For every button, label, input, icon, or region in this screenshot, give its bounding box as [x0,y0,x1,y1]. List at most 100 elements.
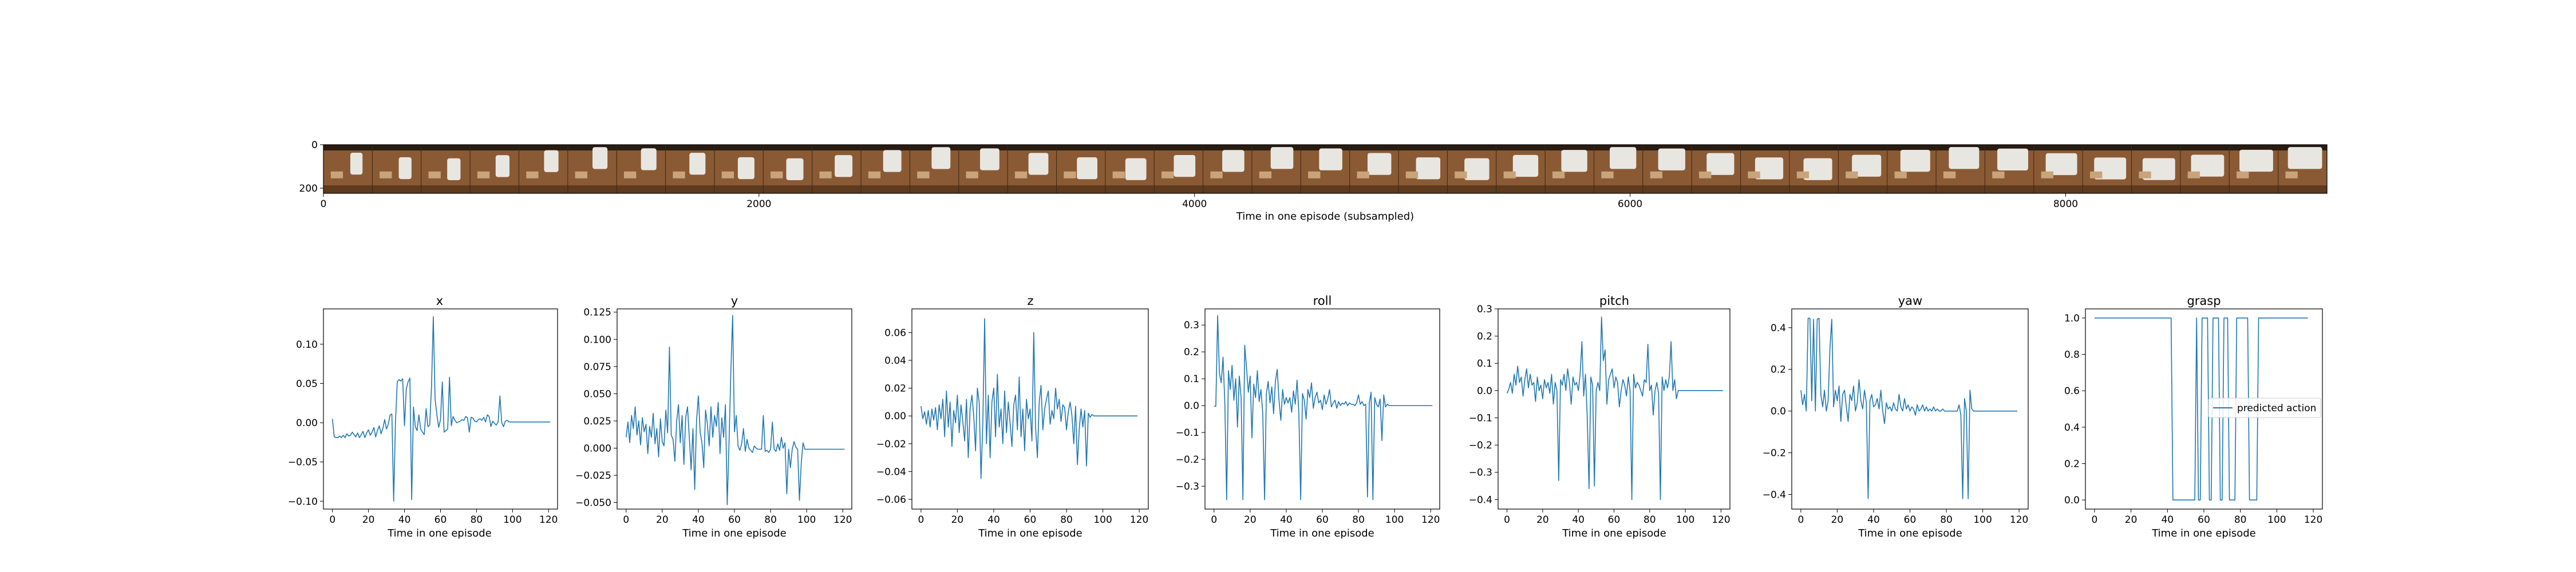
frame-gripper [2045,153,2077,176]
frame-top-shadow [2083,145,2132,150]
frame-top-shadow [1154,145,1203,150]
frame-object [477,171,490,178]
x-tick-label: 100 [1973,514,1992,526]
frame-table-edge [2083,185,2132,193]
series-line [625,315,845,506]
frame-table-edge [1985,185,2034,193]
axes-frame [1791,308,2029,510]
frame-object [2187,171,2200,178]
frame-gripper [931,147,951,169]
strip-frame [1300,145,1350,193]
frame-object [1894,171,1907,178]
panel-xlabel: Time in one episode [2151,527,2256,539]
frame-background [567,145,617,193]
x-tick-label: 80 [1352,514,1365,526]
frame-object [1699,171,1712,178]
y-tick-label: −0.2 [1176,454,1199,466]
x-tick-label: 80 [1060,514,1073,526]
strip-frame [1642,145,1692,193]
strip-frame [1203,145,1252,193]
x-tick-label: 20 [656,514,669,526]
frame-top-shadow [2033,145,2083,150]
strip-frame [812,145,862,193]
x-ticks: 0 20 40 60 80 100 120 [329,509,558,526]
frame-table-edge [1056,185,1105,193]
frame-gripper [835,155,853,177]
frame-table-edge [2180,185,2230,193]
strip-frame [909,145,959,193]
frame-table-edge [470,185,519,193]
y-tick-label: −0.05 [288,457,318,468]
strip-frame [616,145,666,193]
frame-top-shadow [1740,145,1789,150]
x-tick-label: 20 [951,514,964,526]
x-ticks: 0 20 40 60 80 100 120 [1211,509,1440,526]
x-tick-label: 80 [2234,514,2247,526]
strip-frame [518,145,568,193]
y-tick-label: 0.00 [884,411,906,422]
frame-table-edge [1301,185,1350,193]
frame-gripper [398,157,412,180]
x-tick-label: 20 [1244,514,1257,526]
y-ticks: 0.0 0.2 0.4 0.6 0.8 1.0 [2064,313,2085,506]
y-tick-label: 0.3 [1184,320,1199,331]
x-tick-label: 0 [329,514,335,526]
strip-frame [469,145,519,193]
y-tick-label: 0.1 [1184,374,1199,385]
y-tick-label: 0.025 [583,416,611,427]
strip-frame [1740,145,1789,193]
frame-gripper [1803,158,1832,180]
frame-background [470,145,519,193]
frame-top-shadow [812,145,862,150]
plot-area [1792,309,2028,509]
x-tick-label: 40 [692,514,705,526]
axes-frame [1498,308,1730,510]
frame-object [2285,171,2298,178]
strip-frame [1838,145,1887,193]
x-tick-label: 20 [1536,514,1549,526]
frame-top-shadow [1985,145,2034,150]
frame-table-edge [1692,185,1741,193]
x-tick-label: 60 [1024,514,1037,526]
frame-gripper [1077,157,1097,180]
frame-object [1943,171,1956,178]
frame-table-edge [1496,185,1546,193]
panel-title: x [436,294,443,308]
frame-object [1846,171,1858,178]
x-tick-label: 0 [1504,514,1510,526]
x-ticks: 0 20 40 60 80 100 120 [918,509,1148,526]
frame-gripper [1706,153,1735,175]
y-tick-label: −0.3 [1469,467,1492,479]
frame-table-edge [1642,185,1692,193]
frame-top-shadow [470,145,519,150]
frame-object [1455,171,1467,178]
strip-frame [2278,145,2327,193]
x-tick-label: 40 [1280,514,1293,526]
strip-frame [2229,145,2278,193]
panel-xlabel: Time in one episode [1270,527,1374,539]
frame-table-edge [567,185,617,193]
frame-object [1308,171,1321,178]
frame-table-edge [2033,185,2083,193]
legend-frame [2208,398,2321,418]
frame-gripper [1658,148,1685,170]
y-tick-label: 0.06 [884,327,906,339]
y-tick-label: 0.2 [1771,364,1786,376]
y-tick-label: −0.4 [1763,489,1786,500]
frame-gripper [1222,150,1244,172]
frame-object [1405,171,1419,178]
x-tick-label: 40 [987,514,1000,526]
frame-gripper [350,153,363,175]
frame-table-edge [1398,185,1448,193]
frame-top-shadow [1203,145,1252,150]
strip-frame [1496,145,1546,193]
y-tick-label: 0.0 [1184,400,1199,412]
y-tick-label: 0.10 [296,339,318,351]
x-tick-label: 0 [321,198,327,210]
panel-pitch: pitch Time in one episode 0 20 40 60 80 100 12… [1469,294,1730,539]
frame-table-edge [763,185,812,193]
frame-top-shadow [1789,145,1839,150]
x-tick-label: 40 [1572,514,1585,526]
